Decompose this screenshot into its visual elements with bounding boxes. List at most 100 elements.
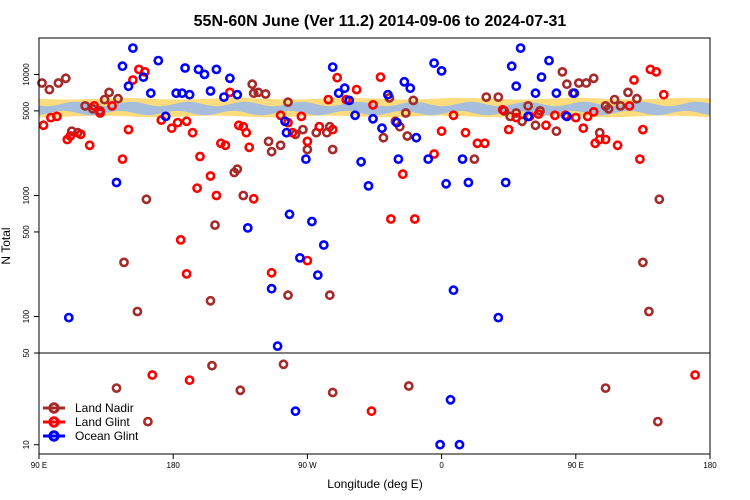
data-point-land-nadir [53, 78, 64, 88]
data-point-land-nadir [297, 124, 308, 135]
data-point-land-glint [123, 124, 134, 135]
data-point-land-nadir [638, 257, 648, 268]
data-point-land-glint [638, 124, 648, 135]
data-point-land-glint [302, 255, 313, 266]
x-tick-label: 180 [167, 461, 181, 470]
data-point-land-glint [327, 124, 338, 135]
data-point-land-glint [588, 107, 599, 117]
data-point-land-nadir [408, 95, 419, 106]
data-point-land-nadir [327, 387, 338, 398]
data-point-land-glint [89, 101, 100, 111]
data-point-land-nadir [205, 295, 216, 306]
series-land-nadir [37, 67, 665, 427]
data-point-ocean-glint [500, 177, 511, 188]
data-point-land-nadir [260, 89, 271, 99]
data-point-ocean-glint [160, 111, 171, 122]
data-point-land-glint [366, 406, 377, 417]
data-point-land-nadir [481, 92, 492, 102]
data-point-land-nadir [37, 78, 47, 88]
data-point-land-glint [624, 101, 635, 111]
data-point-land-glint [612, 140, 623, 151]
data-point-land-nadir [275, 140, 286, 151]
data-point-ocean-glint [232, 89, 243, 100]
data-point-ocean-glint [435, 439, 445, 450]
data-point-land-nadir [235, 385, 246, 396]
data-point-land-nadir [493, 92, 504, 102]
data-point-ocean-glint [180, 63, 190, 73]
data-point-ocean-glint [405, 83, 416, 94]
data-point-ocean-glint [224, 73, 235, 84]
data-point-land-glint [52, 111, 62, 122]
data-point-ocean-glint [63, 312, 74, 323]
data-point-ocean-glint [463, 177, 474, 188]
data-point-ocean-glint [544, 55, 554, 66]
x-tick-label: 180 [703, 461, 717, 470]
series-ocean-glint [63, 43, 580, 450]
data-point-land-glint [533, 109, 544, 119]
data-point-land-nadir [523, 101, 533, 111]
x-tick-label: 90 E [568, 461, 584, 470]
data-point-land-glint [323, 94, 334, 105]
data-point-ocean-glint [356, 156, 366, 167]
data-point-land-nadir [210, 220, 220, 230]
y-axis-label: N Total [0, 227, 13, 264]
data-point-land-nadir [283, 290, 293, 301]
data-point-land-nadir [207, 360, 217, 371]
data-point-land-glint [436, 126, 447, 137]
data-point-ocean-glint [457, 154, 468, 164]
data-point-land-glint [275, 110, 286, 121]
data-point-land-glint [65, 131, 76, 141]
data-point-land-glint [175, 234, 186, 245]
legend-marker [48, 416, 60, 428]
data-point-land-glint [314, 121, 325, 132]
data-point-land-nadir [263, 136, 274, 147]
data-point-ocean-glint [117, 61, 128, 72]
data-point-ocean-glint [493, 312, 504, 323]
data-point-land-nadir [141, 194, 152, 205]
data-point-ocean-glint [266, 283, 277, 294]
y-tick-label: 10 [22, 440, 31, 449]
data-point-land-nadir [652, 416, 663, 427]
data-point-ocean-glint [123, 81, 134, 92]
data-point-land-nadir [588, 73, 599, 84]
data-point-ocean-glint [411, 132, 422, 143]
data-point-ocean-glint [318, 240, 329, 250]
data-point-land-nadir [278, 359, 289, 370]
data-point-land-glint [409, 214, 420, 224]
data-point-land-glint [205, 171, 216, 181]
y-tick-label: 10000 [22, 63, 31, 86]
data-point-land-glint [460, 127, 471, 138]
data-point-ocean-glint [350, 110, 360, 121]
data-point-land-nadir [60, 73, 71, 84]
data-point-land-nadir [99, 94, 110, 105]
data-point-ocean-glint [138, 72, 149, 82]
legend-item-ocean-glint: Ocean Glint [43, 429, 139, 443]
data-point-ocean-glint [333, 88, 344, 99]
data-point-ocean-glint [436, 66, 447, 76]
data-point-ocean-glint [306, 216, 317, 227]
data-point-land-glint [38, 120, 49, 131]
data-point-land-nadir [132, 306, 143, 317]
data-point-ocean-glint [393, 154, 404, 164]
data-point-land-glint [375, 72, 386, 82]
data-point-land-glint [195, 151, 205, 162]
data-point-ocean-glint [399, 76, 410, 87]
data-point-land-nadir [551, 126, 562, 137]
data-point-ocean-glint [506, 61, 517, 72]
data-point-land-nadir [232, 164, 243, 175]
data-point-ocean-glint [429, 58, 439, 68]
data-point-land-glint [497, 104, 508, 115]
data-point-ocean-glint [193, 64, 204, 75]
x-axis-ticks: 90 E 180 90 W 0 90 E 180 [31, 454, 717, 470]
y-tick-label: 100 [22, 309, 31, 323]
legend-label: Land Glint [75, 415, 130, 429]
data-point-land-glint [184, 375, 195, 386]
legend-item-land-glint: Land Glint [43, 415, 130, 429]
data-point-land-glint [511, 112, 522, 123]
data-point-land-glint [368, 100, 378, 110]
data-point-ocean-glint [127, 43, 138, 53]
data-point-land-nadir [609, 94, 620, 105]
data-point-land-glint [248, 193, 259, 204]
data-point-ocean-glint [218, 92, 229, 102]
